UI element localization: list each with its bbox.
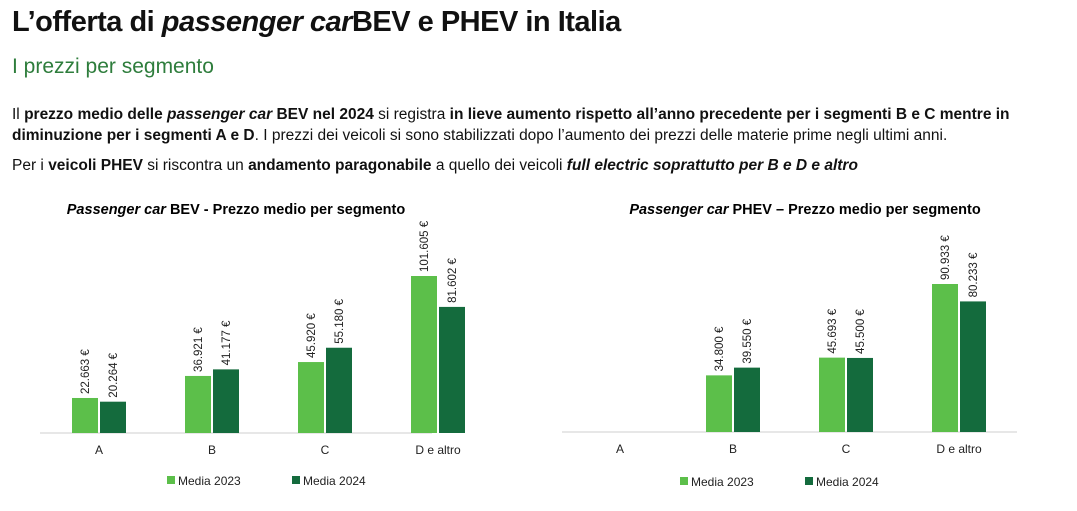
data-label: 90.933 € [940,235,952,280]
phev-price-chart: Passenger car PHEV – Prezzo medio per se… [562,202,1017,489]
bev-price-chart: Passenger car BEV - Prezzo medio per seg… [40,202,465,488]
chart-title-rest: BEV - Prezzo medio per segmento [166,202,405,218]
chart-title-italic: Passenger car [629,202,730,218]
bar-2024 [213,369,239,433]
data-label: 45.693 € [827,308,839,353]
data-label: 45.500 € [855,309,867,354]
legend-swatch [167,476,175,484]
data-label: 36.921 € [193,327,205,372]
data-label: 34.800 € [714,326,726,371]
chart-title-italic: Passenger car [67,202,168,218]
bar-2023 [706,375,732,432]
legend-label: Media 2024 [816,475,879,489]
bar-2024 [439,306,465,433]
x-tick-label: B [208,443,216,457]
bar-2024 [326,347,352,433]
x-tick-label: C [842,442,851,456]
data-label: 81.602 € [447,258,459,303]
bar-2023 [298,362,324,433]
legend-swatch [680,477,688,485]
data-label: 101.605 € [419,220,431,272]
bar-2023 [411,276,437,433]
chart-title: Passenger car PHEV – Prezzo medio per se… [629,202,981,218]
bar-2024 [847,357,873,432]
summary-paragraph-phev: Per i veicoli PHEV si riscontra un andam… [12,157,858,174]
legend-swatch [292,476,300,484]
legend-label: Media 2024 [303,474,366,488]
data-label: 80.233 € [968,252,980,297]
legend-swatch [805,477,813,485]
bar-2023 [185,375,211,433]
bar-2023 [72,397,98,433]
page-title: L’offerta di passenger carBEV e PHEV in … [12,6,621,38]
data-label: 39.550 € [742,318,754,363]
data-label: 22.663 € [80,349,92,394]
legend-label: Media 2023 [691,475,754,489]
bar-2023 [819,357,845,432]
data-label: 41.177 € [221,320,233,365]
x-tick-label: C [321,443,330,457]
x-tick-label: D e altro [936,442,982,456]
page-subtitle: I prezzi per segmento [12,55,214,78]
bar-2024 [734,367,760,432]
bar-2024 [100,401,126,433]
bar-2024 [960,301,986,432]
data-label: 45.920 € [306,313,318,358]
x-tick-label: A [616,442,624,456]
legend-label: Media 2023 [178,474,241,488]
chart-title-rest: PHEV – Prezzo medio per segmento [728,202,980,218]
x-tick-label: B [729,442,737,456]
bar-2023 [932,284,958,432]
x-tick-label: D e altro [415,443,461,457]
chart-title: Passenger car BEV - Prezzo medio per seg… [67,202,406,218]
summary-paragraph-bev: Il prezzo medio delle passenger car BEV … [12,106,1010,144]
data-label: 55.180 € [334,298,346,343]
data-label: 20.264 € [108,352,120,397]
x-tick-label: A [95,443,103,457]
